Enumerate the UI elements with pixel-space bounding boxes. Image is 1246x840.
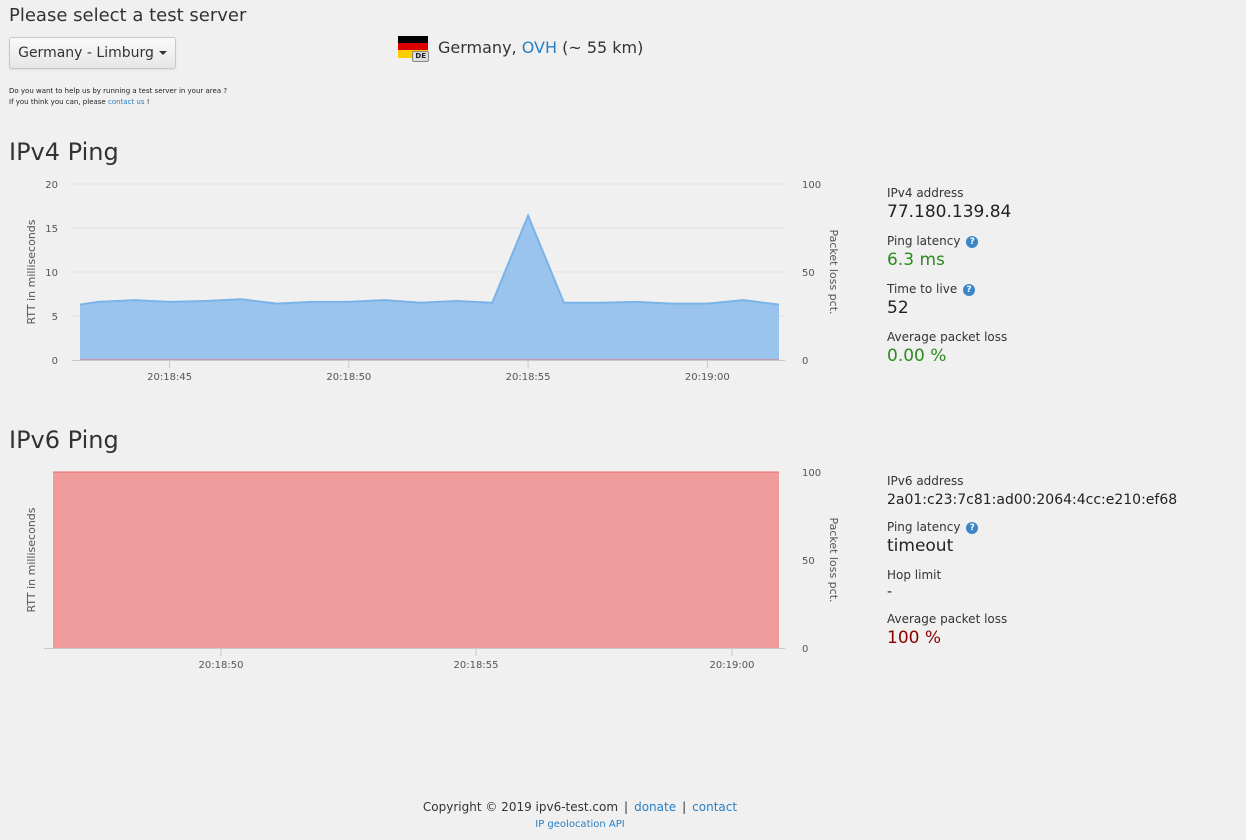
ipv4-latency-label: Ping latency <box>887 234 961 248</box>
help-line-2-prefix: If you think you can, please <box>9 98 106 106</box>
ipv6-latency-label-row: Ping latency ? <box>887 520 1177 534</box>
x-tick-label: 20:19:00 <box>710 660 755 671</box>
help-icon[interactable]: ? <box>966 522 979 534</box>
x-tick-label: 20:19:00 <box>685 372 730 383</box>
y-tick-label: 0 <box>52 356 58 367</box>
server-select-dropdown[interactable]: Germany - Limburg <box>9 37 176 69</box>
server-distance: (~ 55 km) <box>562 37 644 57</box>
germany-flag-icon: DE <box>398 36 429 62</box>
ipv6-loss-label: Average packet loss <box>887 612 1008 626</box>
y-axis-label: RTT in milliseconds <box>25 507 38 612</box>
ipv4-address-label: IPv4 address <box>887 186 964 200</box>
server-info: DE Germany, OVH (~ 55 km) <box>398 36 644 62</box>
donate-link[interactable]: donate <box>634 800 677 814</box>
server-country: Germany, <box>438 37 517 57</box>
y2-tick-label: 100 <box>802 468 821 479</box>
y-axis-label: RTT in milliseconds <box>25 219 38 324</box>
x-tick-label: 20:18:55 <box>506 372 551 383</box>
ipv4-section-title: IPv4 Ping <box>9 138 119 166</box>
ipv6-hop-label: Hop limit <box>887 568 942 582</box>
y2-tick-label: 0 <box>802 356 808 367</box>
y2-axis-label: Packet loss pct. <box>827 229 840 314</box>
x-tick-label: 20:18:45 <box>147 372 192 383</box>
server-provider-link[interactable]: OVH <box>521 37 558 57</box>
help-icon[interactable]: ? <box>963 284 976 296</box>
ipv4-ping-chart: 0 5 10 15 20 0 50 100 RTT in milliseconds Packet … <box>25 180 840 383</box>
contact-us-link[interactable]: contact us <box>107 98 145 106</box>
ipv6-latency-value: timeout <box>887 536 954 556</box>
x-tick-label: 20:18:55 <box>454 660 499 671</box>
ipv6-section-title: IPv6 Ping <box>9 426 119 454</box>
y2-tick-label: 50 <box>802 556 815 567</box>
x-tick-label: 20:18:50 <box>326 372 371 383</box>
ipv4-latency-label-row: Ping latency ? <box>887 234 1011 248</box>
ipv4-ttl-label-row: Time to live ? <box>887 282 1011 296</box>
server-select-label: Germany - Limburg <box>18 45 154 61</box>
help-line-1: Do you want to help us by running a test… <box>9 87 228 95</box>
y2-tick-label: 50 <box>802 268 815 279</box>
flag-code: DE <box>412 51 429 62</box>
geolocation-api-link[interactable]: IP geolocation API <box>535 819 625 830</box>
help-line-2: If you think you can, please contact us … <box>9 97 227 108</box>
ipv4-loss-value: 0.00 % <box>887 346 947 366</box>
ipv6-latency-label: Ping latency <box>887 520 961 534</box>
ipv6-address-label: IPv6 address <box>887 474 964 488</box>
help-line-2-suffix: ! <box>146 98 150 106</box>
rtt-area <box>80 215 779 360</box>
ipv4-loss-label: Average packet loss <box>887 330 1008 344</box>
ipv4-ttl-label: Time to live <box>887 282 958 296</box>
ipv6-hop-value: - <box>887 584 893 600</box>
footer: Copyright © 2019 ipv6-test.com | donate | co… <box>422 800 738 814</box>
y2-tick-label: 0 <box>802 644 808 655</box>
rtt-series-line <box>79 213 780 306</box>
help-text: Do you want to help us by running a test… <box>9 86 227 108</box>
ipv6-ping-chart: 0 50 100 RTT in milliseconds Packet loss pct… <box>25 468 840 671</box>
packet-loss-area <box>53 472 779 648</box>
ipv6-loss-value: 100 % <box>887 628 942 648</box>
ipv4-latency-value: 6.3 ms <box>887 250 945 270</box>
y-tick-label: 5 <box>52 312 58 323</box>
contact-link[interactable]: contact <box>692 800 738 814</box>
ipv4-info-panel: IPv4 address 77.180.139.84 Ping latency … <box>887 186 1011 378</box>
x-tick-label: 20:18:50 <box>199 660 244 671</box>
y-tick-label: 20 <box>45 180 58 191</box>
help-icon[interactable]: ? <box>966 236 979 248</box>
y2-axis-label: Packet loss pct. <box>827 517 840 602</box>
copyright-text: Copyright © 2019 ipv6-test.com <box>422 800 619 814</box>
page-title: Please select a test server <box>9 5 247 26</box>
y-tick-label: 10 <box>45 268 58 279</box>
y2-tick-label: 100 <box>802 180 821 191</box>
ipv4-ttl-value: 52 <box>887 298 909 318</box>
chevron-down-icon <box>158 51 167 55</box>
y-tick-label: 15 <box>45 224 58 235</box>
ipv6-info-panel: IPv6 address 2a01:c23:7c81:ad00:2064:4cc… <box>887 474 1177 660</box>
ipv4-address-value: 77.180.139.84 <box>887 202 1012 222</box>
footer-secondary: IP geolocation API <box>0 819 1160 830</box>
ipv6-address-value: 2a01:c23:7c81:ad00:2064:4cc:e210:ef68 <box>887 492 1178 508</box>
